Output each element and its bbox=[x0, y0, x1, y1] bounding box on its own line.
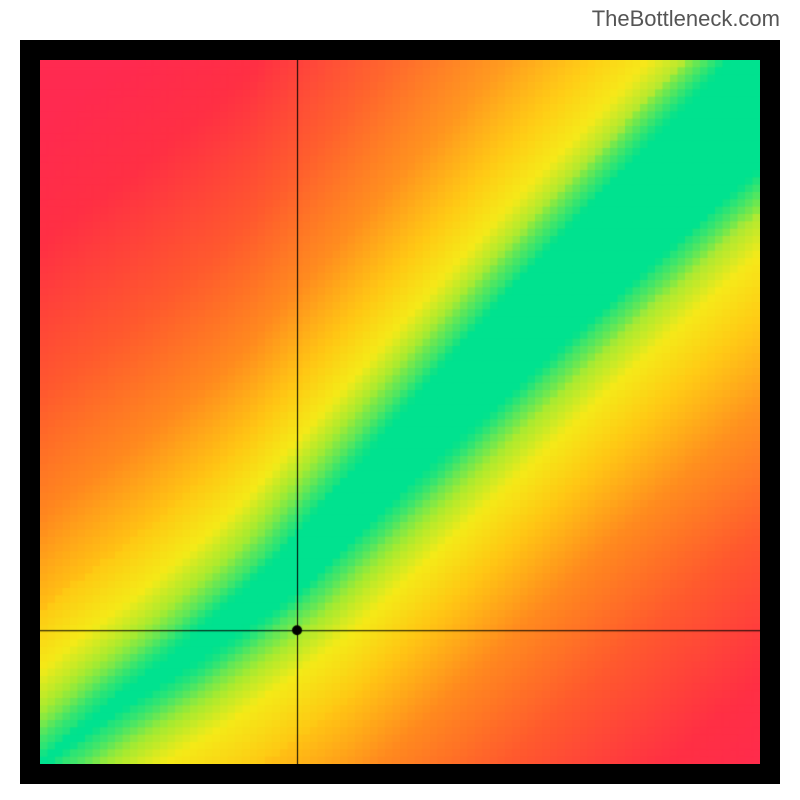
chart-frame bbox=[20, 40, 780, 784]
heatmap-canvas bbox=[40, 60, 760, 764]
chart-container: TheBottleneck.com bbox=[0, 0, 800, 800]
attribution-text: TheBottleneck.com bbox=[592, 6, 780, 32]
